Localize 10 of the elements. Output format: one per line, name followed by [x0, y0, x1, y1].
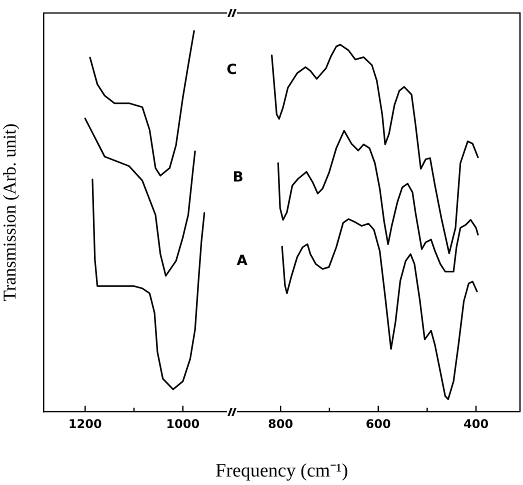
x-tick-label: 400 [463, 417, 489, 432]
y-axis-title: Transmission (Arb. unit) [0, 123, 20, 302]
x-tick-label: 1000 [166, 417, 200, 432]
x-axis-title: Frequency (cm⁻¹) [216, 460, 348, 482]
x-tick-label: 1200 [68, 417, 102, 432]
text: C [226, 62, 237, 78]
x-tick-label: 600 [366, 417, 391, 432]
x-tick-label: 800 [268, 417, 294, 432]
text: A [236, 253, 248, 270]
text: B [232, 170, 244, 186]
